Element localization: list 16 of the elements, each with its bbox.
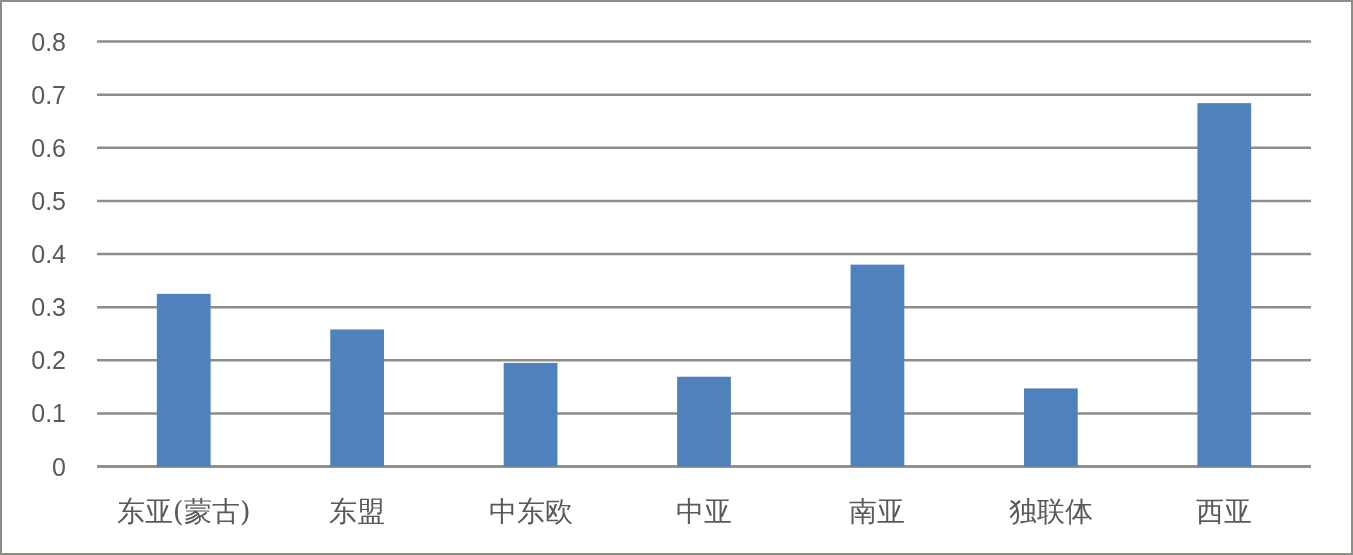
y-tick-label: 0.3 <box>31 293 66 322</box>
x-tick-label: 南亚 <box>849 495 906 528</box>
y-tick-label: 0.8 <box>31 27 66 56</box>
y-tick-label: 0.2 <box>31 346 66 375</box>
y-tick-label: 0 <box>52 452 66 481</box>
x-tick-label: 东亚(蒙古) <box>116 495 251 528</box>
x-tick-label: 东盟 <box>329 495 386 528</box>
y-tick-label: 0.5 <box>31 186 66 215</box>
x-tick-label: 中亚 <box>676 495 732 528</box>
x-tick-label: 独联体 <box>1008 495 1093 528</box>
x-tick-label: 西亚 <box>1196 495 1253 528</box>
y-tick-label: 0.1 <box>31 399 66 428</box>
y-tick-label: 0.4 <box>31 240 67 268</box>
y-tick-label: 0.6 <box>31 133 66 162</box>
x-tick-label: 中东欧 <box>488 495 573 528</box>
y-tick-label: 0.7 <box>31 80 66 109</box>
